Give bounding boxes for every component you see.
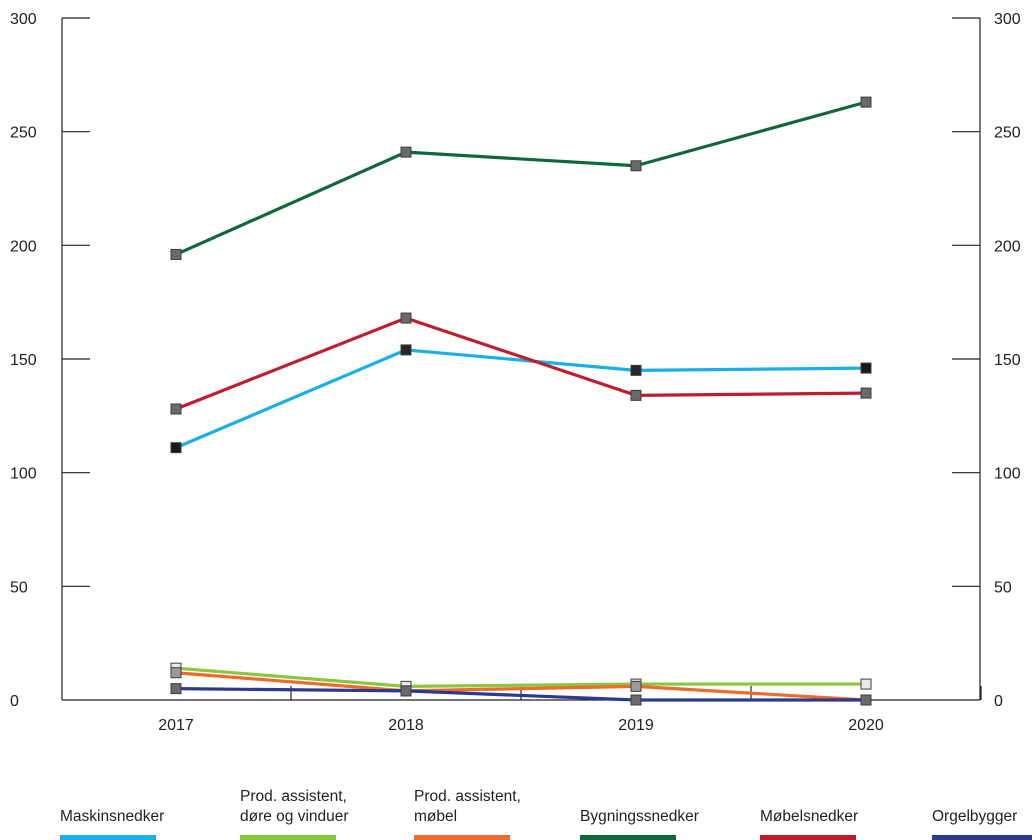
legend-item-bygningssnedker: Bygningssnedker <box>580 807 699 840</box>
data-point-marker <box>170 248 182 260</box>
data-point-marker <box>860 96 872 108</box>
y-tick-label-right: 200 <box>994 238 1021 255</box>
series-line <box>175 100 867 256</box>
x-tick-label: 2017 <box>158 717 194 734</box>
legend-swatch <box>60 835 156 840</box>
series-line <box>175 671 867 702</box>
series-line <box>175 316 867 411</box>
data-point-marker <box>630 389 642 401</box>
data-point-marker <box>400 344 412 356</box>
y-tick-label-right: 0 <box>994 693 1003 710</box>
data-point-marker <box>630 680 642 692</box>
x-tick-label: 2019 <box>618 717 654 734</box>
series-line <box>175 348 867 450</box>
data-point-marker <box>400 685 412 697</box>
legend-label: Møbelsnedker <box>760 808 859 825</box>
y-tick-label-left: 250 <box>10 125 37 142</box>
legend-item-mobelsnedker: Møbelsnedker <box>760 807 858 840</box>
data-point-marker <box>170 403 182 415</box>
legend-item-prod-assistent-dore-og-vinduer: Prod. assistent, døre og vinduer <box>240 787 349 840</box>
legend-swatch <box>760 835 856 840</box>
legend-swatch <box>580 835 676 840</box>
y-tick-label-right: 50 <box>994 579 1012 596</box>
legend-label: Bygningssnedker <box>580 808 699 825</box>
y-tick-label-left: 150 <box>10 352 37 369</box>
x-tick-label: 2018 <box>388 717 424 734</box>
y-tick-label-right: 100 <box>994 466 1021 483</box>
y-tick-label-right: 150 <box>994 352 1021 369</box>
legend-label: Maskinsnedker <box>60 808 165 825</box>
legend-item-prod-assistent-mobel: Prod. assistent, møbel <box>414 787 521 840</box>
y-tick-label-right: 300 <box>994 11 1021 28</box>
series-line <box>175 687 866 702</box>
data-point-marker <box>630 364 642 376</box>
data-point-marker <box>860 387 872 399</box>
x-tick-label: 2020 <box>848 717 884 734</box>
legend-item-maskinsnedker: Maskinsnedker <box>60 807 164 840</box>
legend-item-orgelbygger: Orgelbygger <box>932 807 1032 840</box>
chart-legend: Maskinsnedker Prod. assistent, døre og v… <box>0 770 1032 840</box>
y-tick-label-right: 250 <box>994 125 1021 142</box>
data-point-marker <box>170 442 182 454</box>
legend-label: Orgelbygger <box>932 808 1018 825</box>
legend-swatch <box>414 835 510 840</box>
y-tick-label-left: 200 <box>10 238 37 255</box>
y-tick-label-left: 100 <box>10 466 37 483</box>
data-point-marker <box>860 362 872 374</box>
data-point-marker <box>630 160 642 172</box>
data-point-marker <box>170 667 182 679</box>
data-point-marker <box>400 312 412 324</box>
data-point-marker <box>860 694 872 706</box>
series-line <box>175 666 866 688</box>
legend-swatch <box>240 835 336 840</box>
data-point-marker <box>400 146 412 158</box>
data-point-marker <box>860 678 872 690</box>
y-tick-label-left: 50 <box>10 579 28 596</box>
legend-label: Prod. assistent, møbel <box>414 788 521 825</box>
data-point-marker <box>630 694 642 706</box>
y-tick-label-left: 300 <box>10 11 37 28</box>
legend-swatch <box>932 835 1032 840</box>
line-chart: 0 0 50 50 100 100 150 150 200 200 250 250 300 300 2017… <box>10 11 1021 734</box>
data-point-marker <box>170 683 182 695</box>
y-tick-label-left: 0 <box>10 693 19 710</box>
legend-label: Prod. assistent, døre og vinduer <box>240 788 349 825</box>
